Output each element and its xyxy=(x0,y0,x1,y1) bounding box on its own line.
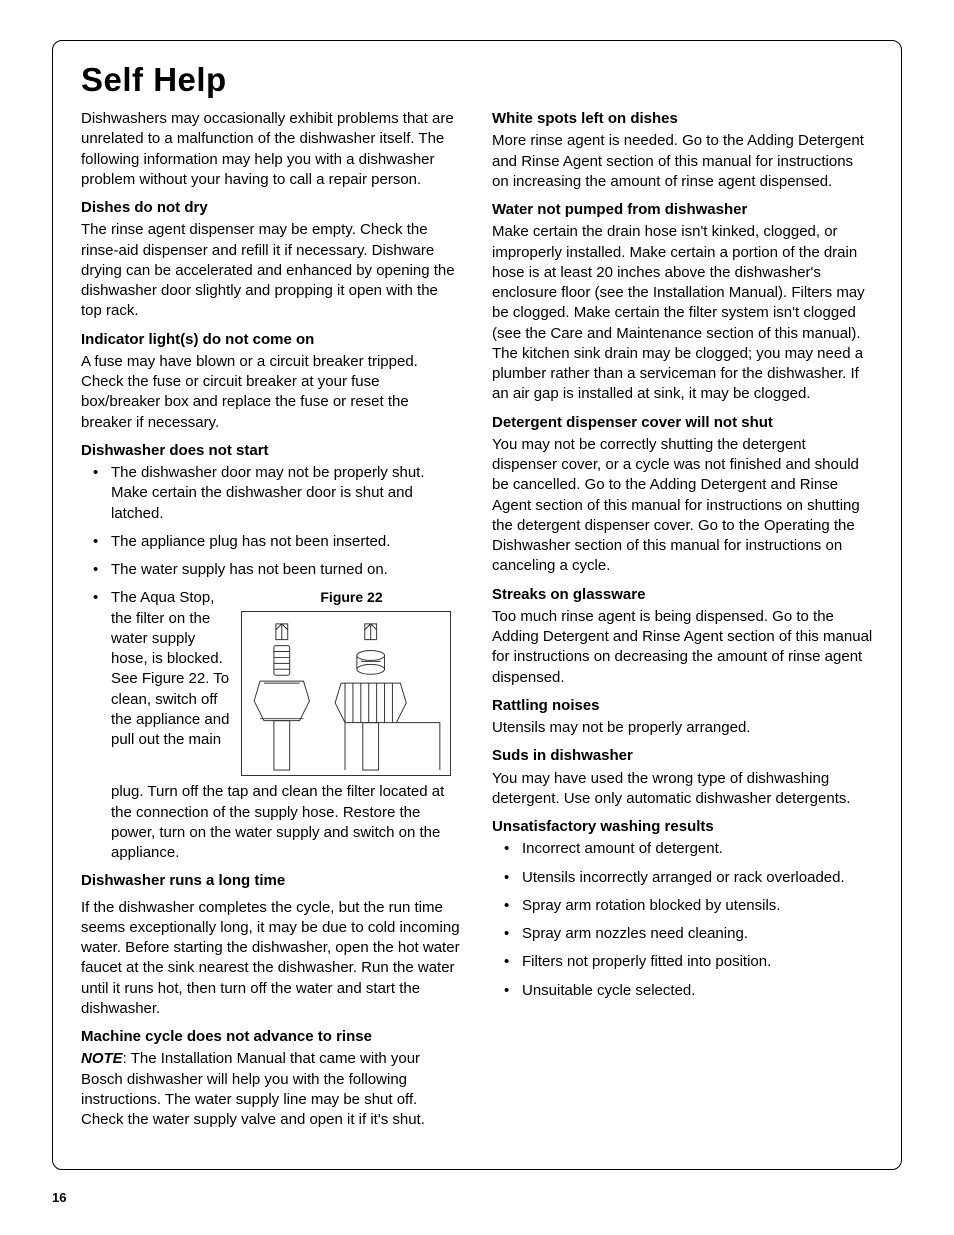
section-runs-long-time: Dishwasher runs a long time If the dishw… xyxy=(81,871,462,1019)
section-heading: Machine cycle does not advance to rinse xyxy=(81,1027,462,1047)
section-does-not-start: Dishwasher does not start The dishwasher… xyxy=(81,441,462,864)
section-heading: Rattling noises xyxy=(492,696,873,716)
section-streaks: Streaks on glassware Too much rinse agen… xyxy=(492,585,873,688)
section-indicator-lights: Indicator light(s) do not come on A fuse… xyxy=(81,330,462,433)
list-item: Incorrect amount of detergent. xyxy=(510,839,873,859)
section-heading: White spots left on dishes xyxy=(492,109,873,129)
section-cycle-no-advance: Machine cycle does not advance to rinse … xyxy=(81,1027,462,1130)
list-item-with-figure: The Aqua Stop, the filter on the water s… xyxy=(99,588,462,863)
intro-paragraph: Dishwashers may occasionally exhibit pro… xyxy=(81,109,462,190)
section-water-not-pumped: Water not pumped from dishwasher Make ce… xyxy=(492,200,873,405)
section-heading: Dishwasher does not start xyxy=(81,441,462,461)
bullet-list: Incorrect amount of detergent. Utensils … xyxy=(492,839,873,1001)
section-body: A fuse may have blown or a circuit break… xyxy=(81,352,462,433)
figure-bullet-tail: plug. Turn off the tap and clean the fil… xyxy=(111,783,444,861)
section-heading: Suds in dishwasher xyxy=(492,746,873,766)
section-heading: Detergent dispenser cover will not shut xyxy=(492,413,873,433)
section-suds: Suds in dishwasher You may have used the… xyxy=(492,746,873,809)
section-heading: Unsatisfactory washing results xyxy=(492,817,873,837)
note-body: : The Installation Manual that came with… xyxy=(81,1050,425,1128)
section-body: The rinse agent dispenser may be empty. … xyxy=(81,220,462,321)
section-heading: Dishes do not dry xyxy=(81,198,462,218)
section-heading: Water not pumped from dishwasher xyxy=(492,200,873,220)
section-dishes-do-not-dry: Dishes do not dry The rinse agent dispen… xyxy=(81,198,462,322)
section-white-spots: White spots left on dishes More rinse ag… xyxy=(492,109,873,192)
list-item: The dishwasher door may not be properly … xyxy=(99,463,462,524)
section-heading: Streaks on glassware xyxy=(492,585,873,605)
list-item: The appliance plug has not been inserted… xyxy=(99,532,462,552)
section-body: More rinse agent is needed. Go to the Ad… xyxy=(492,131,873,192)
section-body: Utensils may not be properly arranged. xyxy=(492,718,873,738)
list-item: Utensils incorrectly arranged or rack ov… xyxy=(510,868,873,888)
list-item: Unsuitable cycle selected. xyxy=(510,981,873,1001)
figure-label: Figure 22 xyxy=(241,588,462,607)
section-body: Make certain the drain hose isn't kinked… xyxy=(492,222,873,404)
section-body: You may have used the wrong type of dish… xyxy=(492,769,873,810)
content-columns: Dishwashers may occasionally exhibit pro… xyxy=(81,109,873,1138)
list-item: The water supply has not been turned on. xyxy=(99,560,462,580)
bullet-list: The dishwasher door may not be properly … xyxy=(81,463,462,863)
section-unsatisfactory: Unsatisfactory washing results Incorrect… xyxy=(492,817,873,1001)
right-column: White spots left on dishes More rinse ag… xyxy=(492,109,873,1138)
section-body: NOTE: The Installation Manual that came … xyxy=(81,1049,462,1130)
section-dispenser-cover: Detergent dispenser cover will not shut … xyxy=(492,413,873,577)
page-content-frame: Self Help Dishwashers may occasionally e… xyxy=(52,40,902,1170)
figure-bullet-lead: The Aqua Stop, the filter on the water s… xyxy=(111,588,231,750)
figure-22-illustration xyxy=(241,611,451,776)
list-item: Spray arm rotation blocked by utensils. xyxy=(510,896,873,916)
section-rattling: Rattling noises Utensils may not be prop… xyxy=(492,696,873,739)
note-label: NOTE xyxy=(81,1050,123,1067)
list-item: Spray arm nozzles need cleaning. xyxy=(510,924,873,944)
section-body: Too much rinse agent is being dispensed.… xyxy=(492,607,873,688)
section-heading: Dishwasher runs a long time xyxy=(81,871,462,891)
section-heading: Indicator light(s) do not come on xyxy=(81,330,462,350)
page-number: 16 xyxy=(52,1190,66,1205)
list-item: Filters not properly fitted into positio… xyxy=(510,952,873,972)
section-body: If the dishwasher completes the cycle, b… xyxy=(81,898,462,1020)
page-title: Self Help xyxy=(81,61,873,99)
section-body: You may not be correctly shutting the de… xyxy=(492,435,873,577)
left-column: Dishwashers may occasionally exhibit pro… xyxy=(81,109,462,1138)
